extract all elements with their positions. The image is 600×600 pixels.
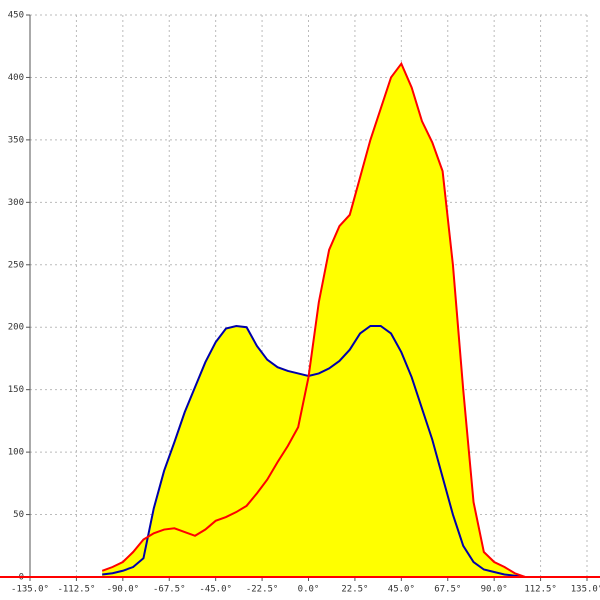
x-tick-label: 67.5° <box>434 585 461 595</box>
x-tick-label: -22.5° <box>246 585 279 595</box>
x-tick-label: -45.0° <box>199 585 232 595</box>
x-tick-label: 22.5° <box>341 585 368 595</box>
x-tick-label: 45.0° <box>388 585 415 595</box>
x-tick-label: 0.0° <box>298 585 320 595</box>
x-tick-label: -90.0° <box>107 585 140 595</box>
area-fill <box>102 63 526 577</box>
y-tick-label: 300 <box>8 198 24 208</box>
y-tick-label: 150 <box>8 385 24 395</box>
x-tick-label: -67.5° <box>153 585 186 595</box>
y-tick-label: 250 <box>8 260 24 270</box>
y-tick-label: 100 <box>8 448 24 458</box>
y-tick-label: 450 <box>8 11 24 21</box>
x-tick-label: 90.0° <box>481 585 508 595</box>
x-tick-label: -112.5° <box>57 585 95 595</box>
y-tick-label: 50 <box>13 510 24 520</box>
x-tick-label: 135.0° <box>571 585 600 595</box>
y-tick-label: 200 <box>8 323 24 333</box>
series-line <box>102 324 526 578</box>
x-tick-label: 112.5° <box>524 585 557 595</box>
y-tick-label: 400 <box>8 73 24 83</box>
x-tick-label: -135.0° <box>11 585 49 595</box>
series-line <box>101 61 526 578</box>
y-tick-label: 350 <box>8 135 24 145</box>
